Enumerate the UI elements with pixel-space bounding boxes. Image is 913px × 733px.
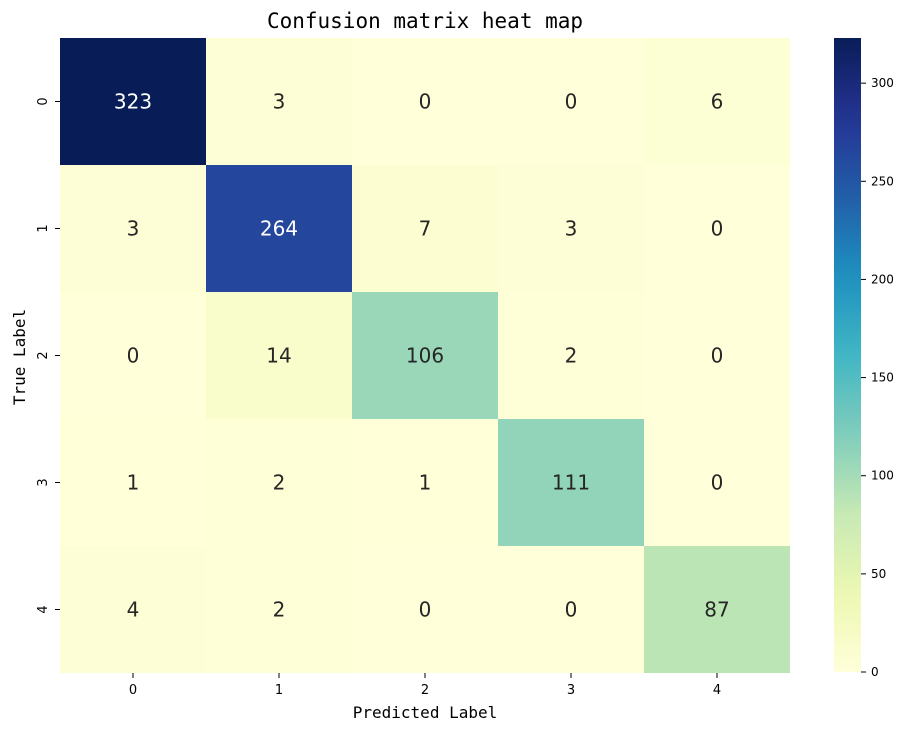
cell-value-label: 6 [711, 90, 724, 114]
heatmap-cell [644, 292, 790, 419]
y-tick-label: 2 [36, 351, 51, 359]
heatmap-cell [352, 38, 498, 165]
heatmap-cells [60, 38, 790, 673]
heatmap-cell [206, 419, 352, 546]
x-axis-ticks: 0 1 2 3 4 [129, 673, 721, 698]
cell-value-label: 0 [711, 471, 724, 495]
cell-value-label: 4 [127, 598, 140, 622]
y-axis-ticks: 0 1 2 3 4 [36, 97, 60, 614]
heatmap-cell [352, 419, 498, 546]
heatmap-cell [352, 546, 498, 673]
x-tick-label: 4 [713, 683, 721, 698]
heatmap-cell [60, 419, 206, 546]
y-axis-label: True Label [10, 309, 29, 405]
colorbar-tick-label: 300 [871, 76, 894, 90]
heatmap-cell [206, 292, 352, 419]
chart-title: Confusion matrix heat map [267, 9, 583, 33]
colorbar-tick-label: 250 [871, 174, 894, 188]
heatmap-cell [60, 546, 206, 673]
cell-value-label: 111 [552, 471, 590, 495]
cell-value-label: 2 [565, 344, 578, 368]
x-tick-label: 3 [567, 683, 575, 698]
y-tick-label: 4 [36, 605, 51, 613]
y-tick-label: 1 [36, 224, 51, 232]
colorbar-tick-label: 150 [871, 371, 894, 385]
cell-value-label: 3 [127, 217, 140, 241]
cell-value-label: 0 [127, 344, 140, 368]
colorbar-tick-label: 200 [871, 272, 894, 286]
cell-value-label: 2 [273, 598, 286, 622]
heatmap-cell [644, 546, 790, 673]
cell-value-label: 0 [565, 90, 578, 114]
heatmap-cell [60, 292, 206, 419]
heatmap-cell [644, 419, 790, 546]
x-tick-label: 2 [421, 683, 429, 698]
heatmap-cell [644, 165, 790, 292]
colorbar-tick-label: 0 [871, 665, 879, 679]
cell-value-label: 3 [565, 217, 578, 241]
colorbar [834, 38, 861, 672]
x-tick-label: 1 [275, 683, 283, 698]
cell-value-label: 1 [127, 471, 140, 495]
cell-value-label: 0 [711, 344, 724, 368]
cell-value-label: 87 [704, 598, 729, 622]
cell-value-label: 2 [273, 471, 286, 495]
cell-value-label: 1 [419, 471, 432, 495]
cell-value-label: 0 [419, 598, 432, 622]
colorbar-tick-label: 100 [871, 469, 894, 483]
x-tick-label: 0 [129, 683, 137, 698]
cell-value-label: 323 [114, 90, 152, 114]
heatmap-cell-labels: 323 3 0 0 63 264 7 3 00 14 106 2 01 2 1 111 04 2 0 0 87 [114, 90, 730, 622]
y-tick-label: 0 [36, 97, 51, 105]
cell-value-label: 264 [260, 217, 298, 241]
cell-value-label: 0 [565, 598, 578, 622]
heatmap-cell [206, 546, 352, 673]
heatmap-cell [352, 292, 498, 419]
heatmap-cell [644, 38, 790, 165]
heatmap-cell [206, 165, 352, 292]
cell-value-label: 0 [711, 217, 724, 241]
heatmap-cell [498, 546, 644, 673]
heatmap-cell [498, 292, 644, 419]
heatmap-cell [498, 38, 644, 165]
cell-value-label: 3 [273, 90, 286, 114]
heatmap-cell [498, 165, 644, 292]
y-tick-label: 3 [36, 478, 51, 486]
cell-value-label: 7 [419, 217, 432, 241]
cell-value-label: 14 [266, 344, 291, 368]
colorbar-ticks: 0 50 100 150 200 250 300 [861, 76, 894, 679]
colorbar-tick-label: 50 [871, 567, 886, 581]
heatmap-cell [60, 38, 206, 165]
heatmap-cell [60, 165, 206, 292]
heatmap-cell [206, 38, 352, 165]
cell-value-label: 106 [406, 344, 444, 368]
heatmap-cell [352, 165, 498, 292]
cell-value-label: 0 [419, 90, 432, 114]
heatmap-cell [498, 419, 644, 546]
x-axis-label: Predicted Label [353, 703, 498, 722]
